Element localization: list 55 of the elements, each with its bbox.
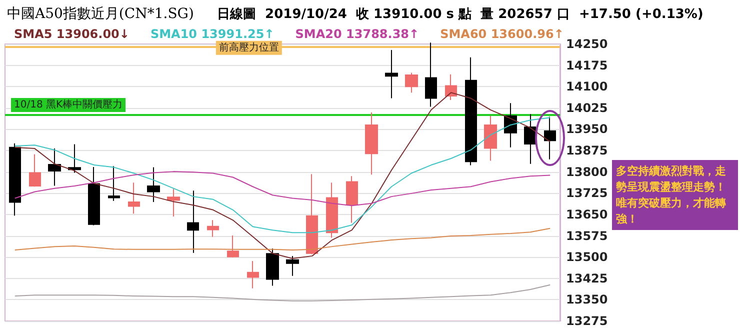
candlestick [445,74,457,100]
candlestick [385,49,398,99]
candlestick [128,182,140,214]
y-tick-label: 13350 [566,292,608,307]
y-tick-label: 14100 [566,80,608,94]
candlestick [88,166,100,226]
candlestick [326,182,338,238]
candlestick [346,176,358,224]
candlestick [9,142,21,216]
y-tick-label: 14175 [566,58,608,72]
text: SMA60 13600.96↑ [440,27,564,41]
y-tick-label: 13875 [566,144,608,158]
y-tick-label: 14250 [566,37,608,51]
line-series [14,171,551,206]
candlestick [484,115,497,162]
candlestick [465,56,477,166]
y-tick-label: 13650 [566,207,608,222]
candlestick [247,260,259,289]
y-tick-label: 13575 [566,228,608,243]
candlestick [187,190,199,254]
ref-line-label: 前高壓力位置 [218,41,279,54]
candlestick [286,255,299,276]
ref-line-label: 10/18 黑K棒中關價壓力 [14,98,123,111]
candlestick [68,144,81,174]
text: 多空持續激烈對戰，走勢呈現震盪整理走勢！唯有突破壓力，才能轉強！ [615,164,726,226]
text: SMA5 13906.00↓ [14,27,130,41]
line-series [14,92,551,259]
line-series [14,228,551,250]
y-tick-label: 13425 [566,271,608,286]
y-tick-label: 13800 [566,164,608,179]
candlestick [29,154,41,188]
line-series [14,117,551,234]
line-series [14,284,551,302]
candlestick [147,166,160,202]
y-tick-label: 13950 [566,122,608,136]
y-tick-label: 13275 [566,314,608,328]
chart-subtitle: 日線圖 2019/10/24 收 13910.00 s 點 量 202657 口 +17.50 (+0.13%) [217,7,704,22]
candlestick [207,220,219,238]
candlestick [108,166,120,202]
y-tick-label: 13500 [566,250,608,264]
candlestick [227,234,239,258]
candlestick [266,248,279,286]
candlestick [48,148,61,186]
candlestick [544,116,556,160]
candlestick [306,174,318,255]
text: SMA10 13991.25↑ [150,27,274,41]
y-tick-label: 13725 [566,186,608,200]
text: SMA20 13788.38↑ [295,27,420,41]
candlestick [405,72,418,94]
candlestick [425,42,437,108]
chart-title: 中國A50指數近月(CN*1.SG) [7,6,194,22]
candlestick [524,114,536,164]
candlestick [365,112,378,176]
candlestick [167,188,180,217]
y-tick-label: 14025 [566,100,608,115]
